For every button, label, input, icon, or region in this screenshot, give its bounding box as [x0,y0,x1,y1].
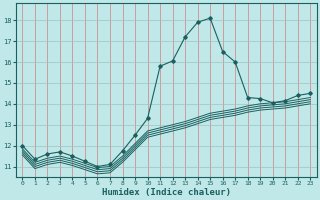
X-axis label: Humidex (Indice chaleur): Humidex (Indice chaleur) [102,188,231,197]
